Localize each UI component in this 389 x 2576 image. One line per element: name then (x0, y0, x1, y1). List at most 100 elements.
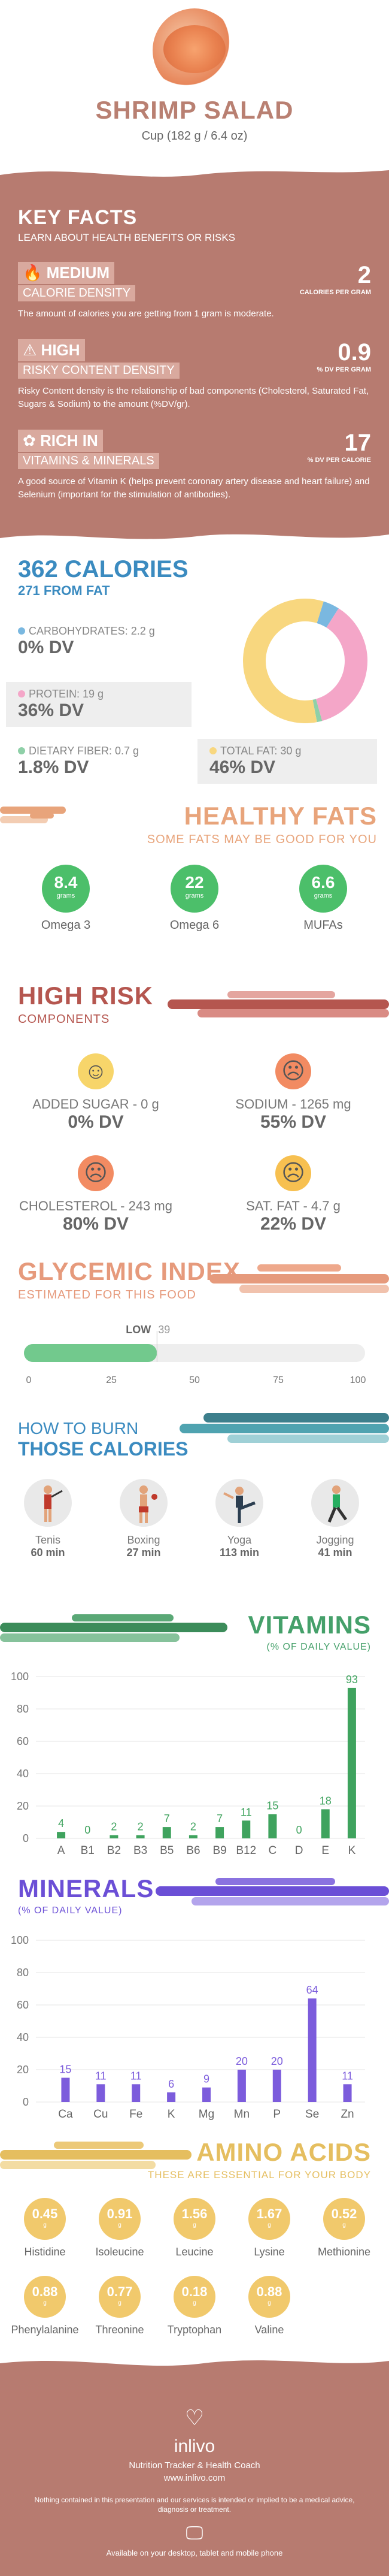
bar-C (268, 1814, 277, 1838)
sad-face-icon: ☹ (78, 1155, 114, 1191)
activity-name: Boxing (127, 1533, 160, 1546)
fact-calorie-density: 🔥 MEDIUM CALORIE DENSITY 2 CALORIES PER G… (18, 262, 371, 321)
category-label: Cu (93, 2108, 108, 2121)
food-photo (153, 8, 236, 92)
activity-name: Jogging (316, 1533, 354, 1546)
neutral-face-icon: ☹ (275, 1155, 311, 1191)
amino-subtitle: THESE ARE ESSENTIAL FOR YOUR BODY (147, 2169, 371, 2181)
fact-description: Risky Content density is the relationshi… (18, 385, 369, 410)
key-facts-subtitle: LEARN ABOUT HEALTH BENEFITS OR RISKS (18, 232, 236, 243)
category-label: Se (305, 2108, 319, 2121)
sodium-label: SODIUM - 1265 mg (235, 1096, 351, 1112)
category-label: B1 (81, 1844, 95, 1857)
omega6-item: 22 grams Omega 6 (159, 864, 230, 932)
amino-item: 0.18 g Tryptophan (159, 2275, 230, 2336)
bar-B2 (110, 1835, 118, 1838)
high-risk-subtitle: COMPONENTS (18, 1012, 110, 1026)
category-label: Mn (234, 2108, 250, 2121)
y-tick-label: 60 (17, 1735, 29, 1747)
amino-badge: 0.52 g (323, 2197, 365, 2240)
fact-value: 0.9 (338, 339, 371, 366)
glycemic-title: GLYCEMIC INDEX (18, 1257, 241, 1285)
sat-fat-item: ☹ SAT. FAT - 4.7 g 22% DV (209, 1155, 377, 1234)
y-tick-label: 100 (11, 1934, 29, 1946)
bar-value-label: 4 (58, 1817, 64, 1829)
amino-item: 0.88 g Phenylalanine (9, 2275, 81, 2336)
activity-minutes: 41 min (318, 1546, 352, 1559)
bar-value-label: 0 (84, 1824, 90, 1836)
gi-tick: 0 (26, 1375, 32, 1385)
carbs-nutrient: CARBOHYDRATES: 2.2 g 0% DV (18, 624, 155, 657)
donut-slice-dietary-fiber (312, 698, 323, 722)
bar-Mg (202, 2087, 211, 2102)
activity-minutes: 113 min (219, 1546, 260, 1559)
omega6-badge: 22 grams (171, 864, 218, 913)
fact-value: 17 (344, 429, 372, 456)
carbs-dot (18, 627, 25, 635)
bar-P (272, 2069, 281, 2102)
infographic: SHRIMP SALAD Cup (182 g / 6.4 oz) KEY FA… (0, 8, 389, 2576)
bar-B12 (242, 1820, 251, 1838)
activity-minutes: 60 min (31, 1546, 65, 1559)
glycemic-section: GLYCEMIC INDEX ESTIMATED FOR THIS FOOD L… (0, 1251, 389, 1407)
vitamins-deco (0, 1614, 227, 1642)
category-label: K (168, 2108, 175, 2121)
amino-deco (0, 2141, 192, 2169)
amino-section: AMINO ACIDS THESE ARE ESSENTIAL FOR YOUR… (0, 2132, 389, 2354)
devices-icon: 🖵 (186, 2523, 203, 2544)
key-facts-section: KEY FACTS LEARN ABOUT HEALTH BENEFITS OR… (0, 188, 389, 526)
gi-tick: 75 (273, 1375, 284, 1385)
happy-face-icon: ☺ (78, 1053, 114, 1089)
y-tick-label: 80 (17, 1703, 29, 1715)
sodium-dv: 55% DV (260, 1112, 327, 1132)
high-risk-title: HIGH RISK (18, 981, 154, 1010)
bar-value-label: 0 (296, 1824, 302, 1836)
protein-nutrient: PROTEIN: 19 g 36% DV (6, 681, 192, 727)
amino-item: 0.91 g Isoleucine (84, 2197, 156, 2258)
footer-url[interactable]: www.inlivo.com (163, 2472, 226, 2483)
healthy-fats-deco (0, 806, 66, 823)
amino-label: Phenylalanine (11, 2323, 79, 2336)
amino-label: Isoleucine (95, 2245, 144, 2258)
boxer-icon (120, 1478, 168, 1527)
bar-value-label: 18 (320, 1795, 332, 1807)
y-tick-label: 40 (17, 2031, 29, 2043)
amino-label: Lysine (254, 2245, 285, 2258)
bar-value-label: 11 (95, 2070, 107, 2082)
y-tick-label: 80 (17, 1967, 29, 1979)
amino-item: 0.77 g Threonine (84, 2275, 156, 2336)
leaf-icon: ✿ (23, 431, 36, 449)
amino-badge: 0.91 g (99, 2197, 141, 2240)
added-sugar-item: ☺ ADDED SUGAR - 0 g 0% DV (12, 1053, 180, 1133)
amino-badge: 1.67 g (248, 2197, 290, 2240)
bar-value-label: 64 (306, 1984, 318, 1996)
tennis-player-icon (24, 1478, 72, 1527)
bar-value-label: 6 (168, 2077, 174, 2089)
fiber-dot (18, 747, 25, 754)
fat-nutrient: TOTAL FAT: 30 g 46% DV (197, 738, 377, 784)
amino-item: 0.45 g Histidine (9, 2197, 81, 2258)
activity-name: Tenis (35, 1533, 61, 1546)
footer-disclaimer: Nothing contained in this presentation a… (34, 2495, 355, 2514)
category-label: B6 (186, 1844, 200, 1857)
y-tick-label: 20 (17, 2064, 29, 2076)
amino-label: Tryptophan (167, 2323, 222, 2336)
warning-icon: ⚠ (23, 340, 37, 359)
amino-badge: 0.88 g (24, 2275, 66, 2318)
activity-tennis: Tenis 60 min (12, 1478, 84, 1559)
fact-unit: CALORIES PER GRAM (299, 289, 371, 296)
cholesterol-label: CHOLESTEROL - 243 mg (19, 1198, 172, 1213)
bar-Se (308, 1998, 317, 2102)
bar-value-label: 11 (342, 2070, 353, 2082)
burn-title-bottom: THOSE CALORIES (18, 1438, 189, 1460)
footer-logo-text: inlivo (174, 2436, 215, 2456)
category-label: Mg (199, 2108, 214, 2121)
footer: ♡ inlivo Nutrition Tracker & Health Coac… (0, 2375, 389, 2576)
bar-K (347, 1687, 356, 1838)
bar-value-label: 11 (130, 2070, 142, 2082)
fact-tag: 🔥 MEDIUM (18, 262, 115, 284)
jogger-icon (311, 1478, 359, 1527)
category-label: Fe (129, 2108, 142, 2121)
fat-dv: 46% DV (209, 757, 276, 777)
added-sugar-dv: 0% DV (68, 1112, 124, 1132)
